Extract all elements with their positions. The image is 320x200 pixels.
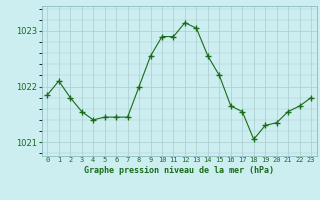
X-axis label: Graphe pression niveau de la mer (hPa): Graphe pression niveau de la mer (hPa) [84, 166, 274, 175]
